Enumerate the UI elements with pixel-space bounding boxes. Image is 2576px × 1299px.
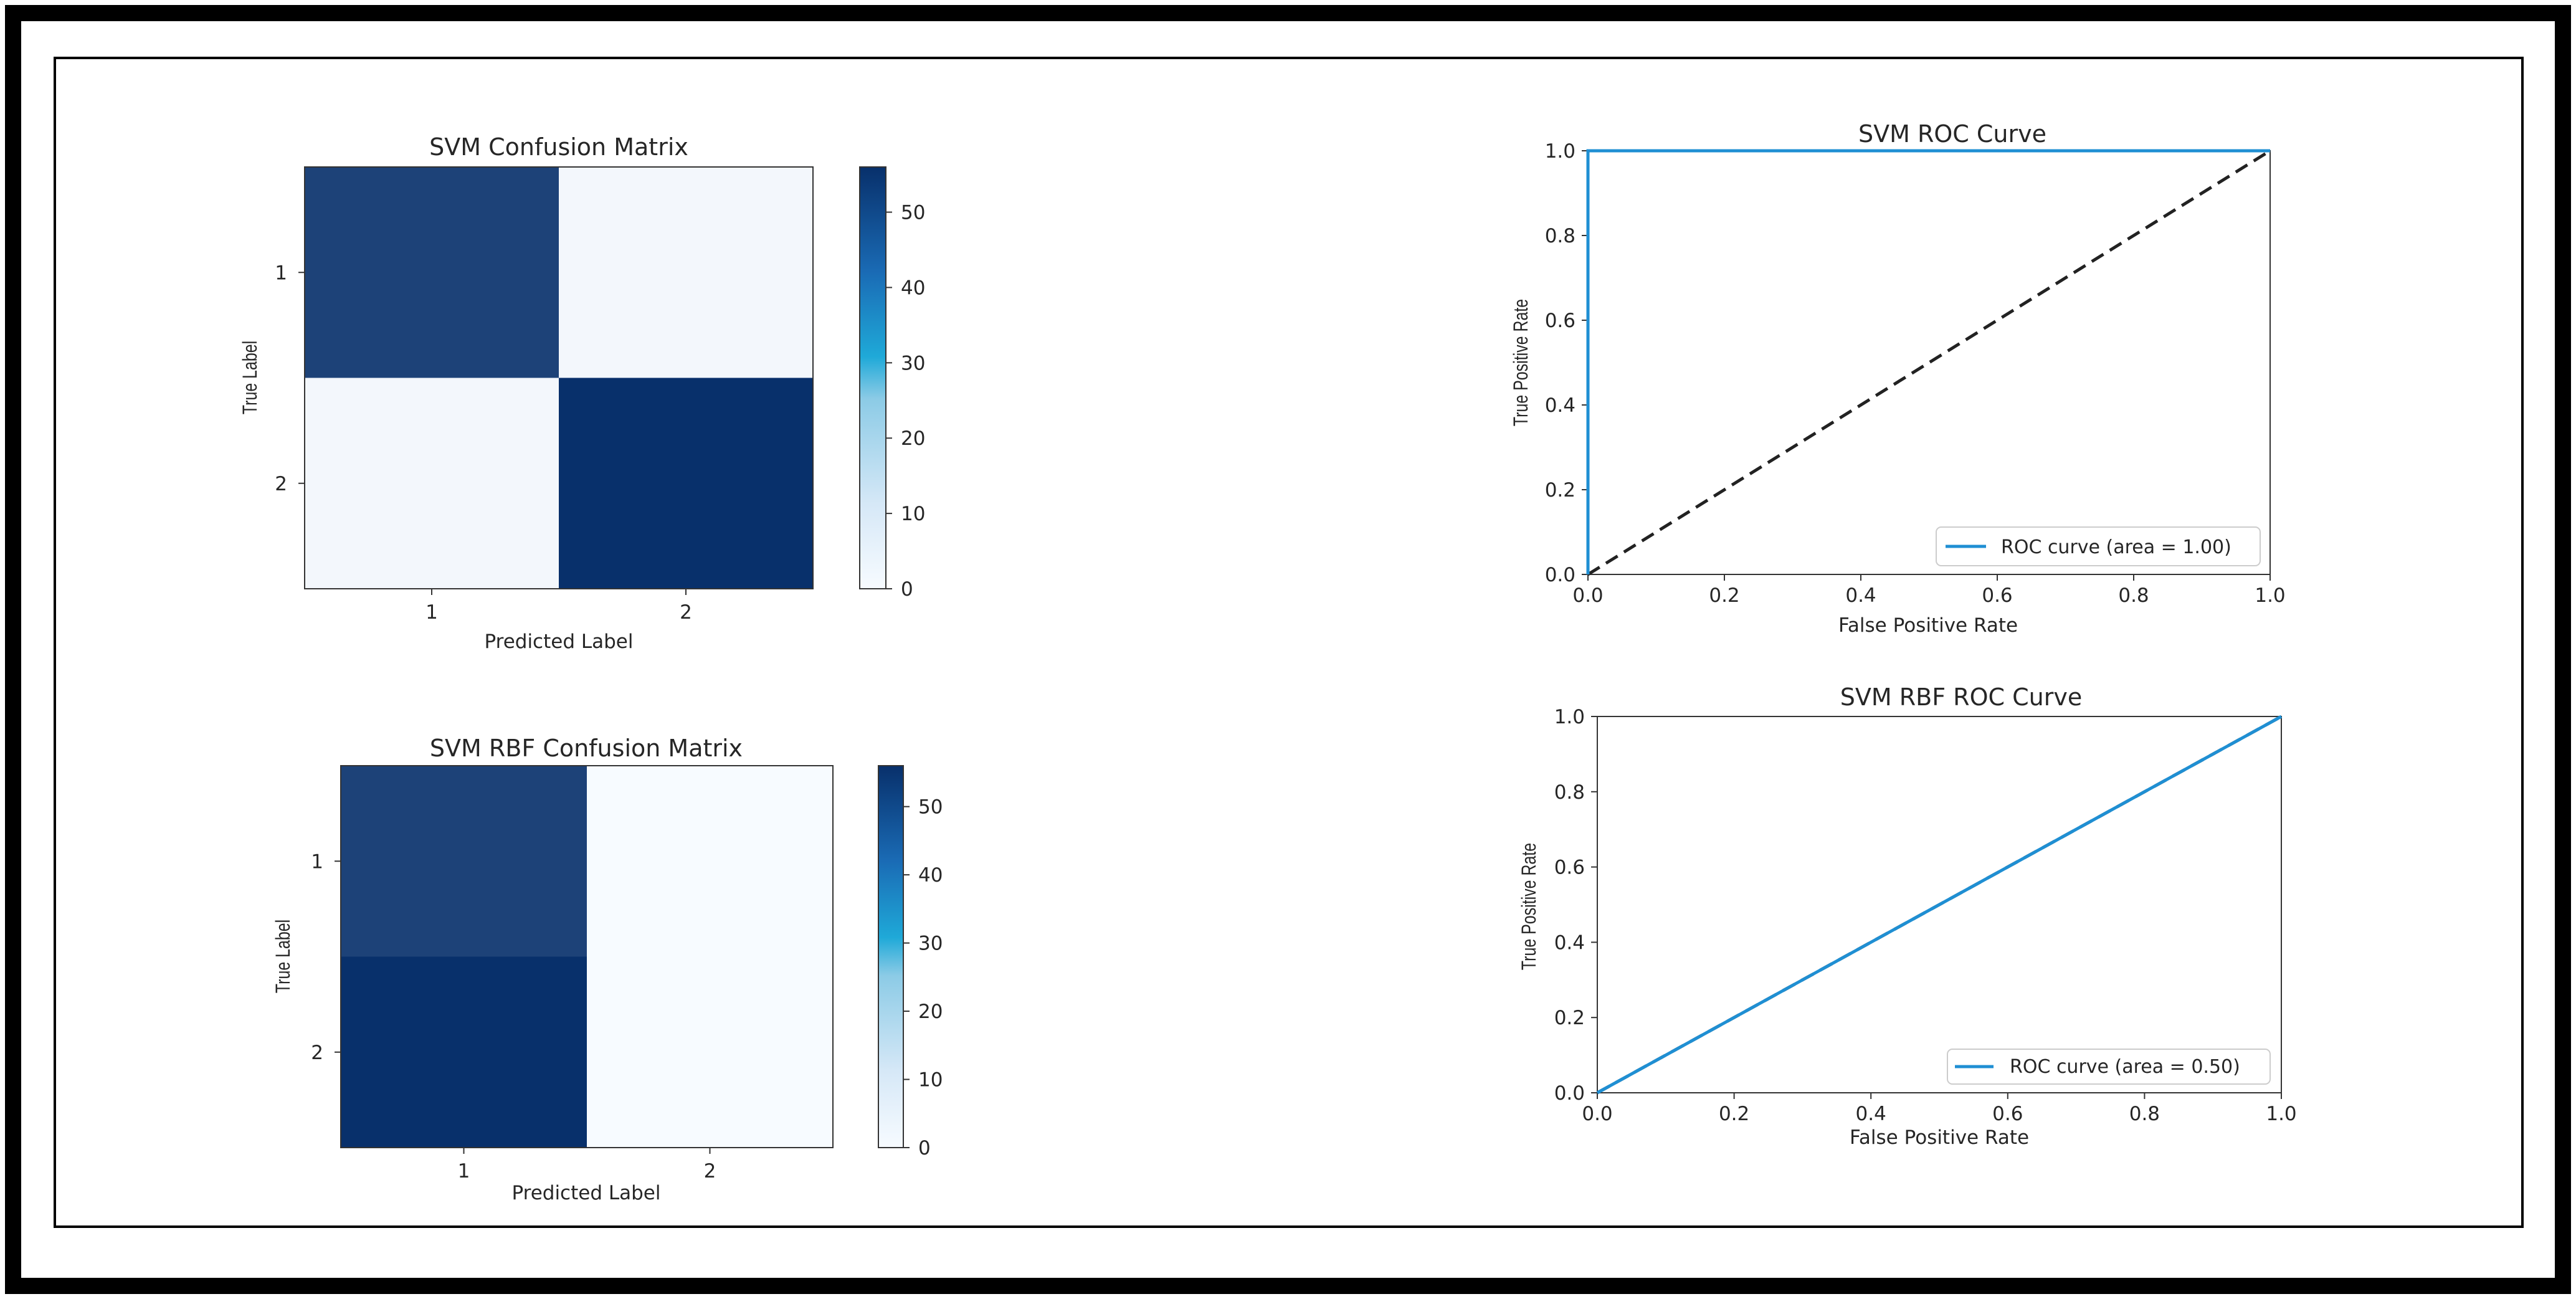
x-tick-label: 0.6	[1992, 1103, 2023, 1125]
colorbar-tick-label: 50	[901, 202, 925, 224]
colorbar: 0 10 20 30 40 50	[859, 166, 925, 601]
y-tick-label: 0.2	[1554, 1007, 1585, 1029]
chart-title: SVM ROC Curve	[1858, 120, 2046, 148]
x-tick-label: 1.0	[2255, 584, 2285, 607]
y-tick-label: 0.4	[1545, 394, 1576, 417]
colorbar: 0 10 20 30 40 50	[878, 765, 943, 1159]
x-tick-label: 2	[680, 601, 692, 624]
colorbar-gradient	[859, 166, 886, 589]
svm-roc-curve: SVM ROC Curve 0.0 0.2 0.4 0.6 0.8 1.0 0.0 0.2 0…	[1510, 120, 2286, 637]
colorbar-tick-label: 30	[918, 933, 943, 955]
x-tick-label: 0.4	[1845, 584, 1876, 607]
colorbar-tick-label: 10	[918, 1069, 943, 1092]
legend-box	[1947, 1049, 2271, 1085]
matrix-cell	[587, 956, 833, 1148]
y-axis-label: True Positive Rate	[1518, 843, 1541, 970]
y-axis-label: True Label	[272, 920, 295, 993]
plot-border	[340, 765, 834, 1148]
y-axis-label: True Label	[239, 341, 262, 414]
colorbar-gradient	[878, 765, 904, 1148]
matrix-cell	[305, 378, 559, 589]
legend-label: ROC curve (area = 0.50)	[2010, 1056, 2240, 1078]
colorbar-tick-label: 20	[901, 427, 925, 450]
x-tick-label: 0.4	[1856, 1103, 1886, 1125]
y-tick-label: 1.0	[1545, 140, 1576, 163]
y-tick-label: 1	[311, 850, 323, 873]
svm-confusion-matrix: SVM Confusion Matrix 1 2 1 2 Predicted Lab…	[239, 133, 925, 653]
x-tick-label: 1.0	[2266, 1103, 2296, 1125]
chart-title: SVM RBF ROC Curve	[1840, 683, 2082, 711]
y-tick-label: 0.8	[1545, 225, 1576, 247]
y-tick-label: 0.6	[1545, 310, 1576, 332]
x-tick-label: 1	[425, 601, 438, 624]
x-tick-label: 0.8	[2129, 1103, 2160, 1125]
svm-rbf-roc-curve: SVM RBF ROC Curve 0.0 0.2 0.4 0.6 0.8 1.0 0.0…	[1518, 683, 2297, 1149]
x-tick-label: 0.2	[1709, 584, 1739, 607]
colorbar-tick-label: 40	[901, 277, 925, 299]
x-tick-label: 0.2	[1719, 1103, 1749, 1125]
y-tick-label: 0.2	[1545, 479, 1576, 502]
x-axis-label: Predicted Label	[484, 630, 633, 653]
colorbar-tick-label: 0	[901, 578, 913, 601]
x-tick-label: 2	[704, 1160, 716, 1182]
y-tick-label: 0.6	[1554, 857, 1585, 879]
legend: ROC curve (area = 0.50)	[1947, 1049, 2271, 1085]
y-tick-label: 2	[311, 1042, 323, 1064]
roc-curve-line	[1586, 149, 2270, 574]
y-axis-label: True Positive Rate	[1510, 299, 1533, 426]
colorbar-tick-label: 40	[918, 864, 943, 887]
svm-rbf-confusion-matrix: SVM RBF Confusion Matrix 1 2 1 2 Predicted…	[272, 735, 943, 1204]
x-axis-label: False Positive Rate	[1850, 1126, 2029, 1149]
x-tick-label: 0.8	[2118, 584, 2149, 607]
y-tick-label: 1.0	[1554, 706, 1585, 728]
matrix-cell	[559, 378, 813, 589]
matrix-cell	[305, 167, 559, 378]
matrix-cell	[341, 956, 587, 1148]
x-tick-label: 0.6	[1982, 584, 2012, 607]
colorbar-tick-label: 20	[918, 1001, 943, 1023]
y-tick-label: 0.0	[1545, 564, 1576, 586]
colorbar-tick-label: 30	[901, 352, 925, 374]
x-tick-label: 1	[458, 1160, 470, 1182]
matrix-cell	[587, 766, 833, 957]
y-tick-label: 0.0	[1554, 1082, 1585, 1105]
matrix-cell	[559, 167, 813, 378]
x-tick-label: 0.0	[1572, 584, 1603, 607]
x-axis-label: False Positive Rate	[1838, 614, 2018, 637]
legend-label: ROC curve (area = 1.00)	[2001, 536, 2231, 558]
legend-box	[1936, 526, 2261, 566]
x-tick-label: 0.0	[1582, 1103, 1612, 1125]
random-classifier-line	[1587, 149, 2271, 576]
y-tick-label: 1	[275, 262, 287, 284]
y-tick-label: 0.8	[1554, 781, 1585, 804]
matrix-cell	[341, 766, 587, 957]
x-axis-label: Predicted Label	[511, 1182, 660, 1204]
chart-title: SVM RBF Confusion Matrix	[430, 735, 743, 762]
legend: ROC curve (area = 1.00)	[1936, 526, 2261, 566]
plot-border	[304, 166, 814, 589]
y-tick-label: 2	[275, 473, 287, 495]
y-tick-label: 0.4	[1554, 931, 1585, 954]
chart-title: SVM Confusion Matrix	[429, 133, 688, 161]
colorbar-tick-label: 50	[918, 796, 943, 819]
roc-curve-line	[1596, 715, 2283, 1095]
colorbar-tick-label: 0	[918, 1137, 931, 1159]
colorbar-tick-label: 10	[901, 503, 925, 525]
